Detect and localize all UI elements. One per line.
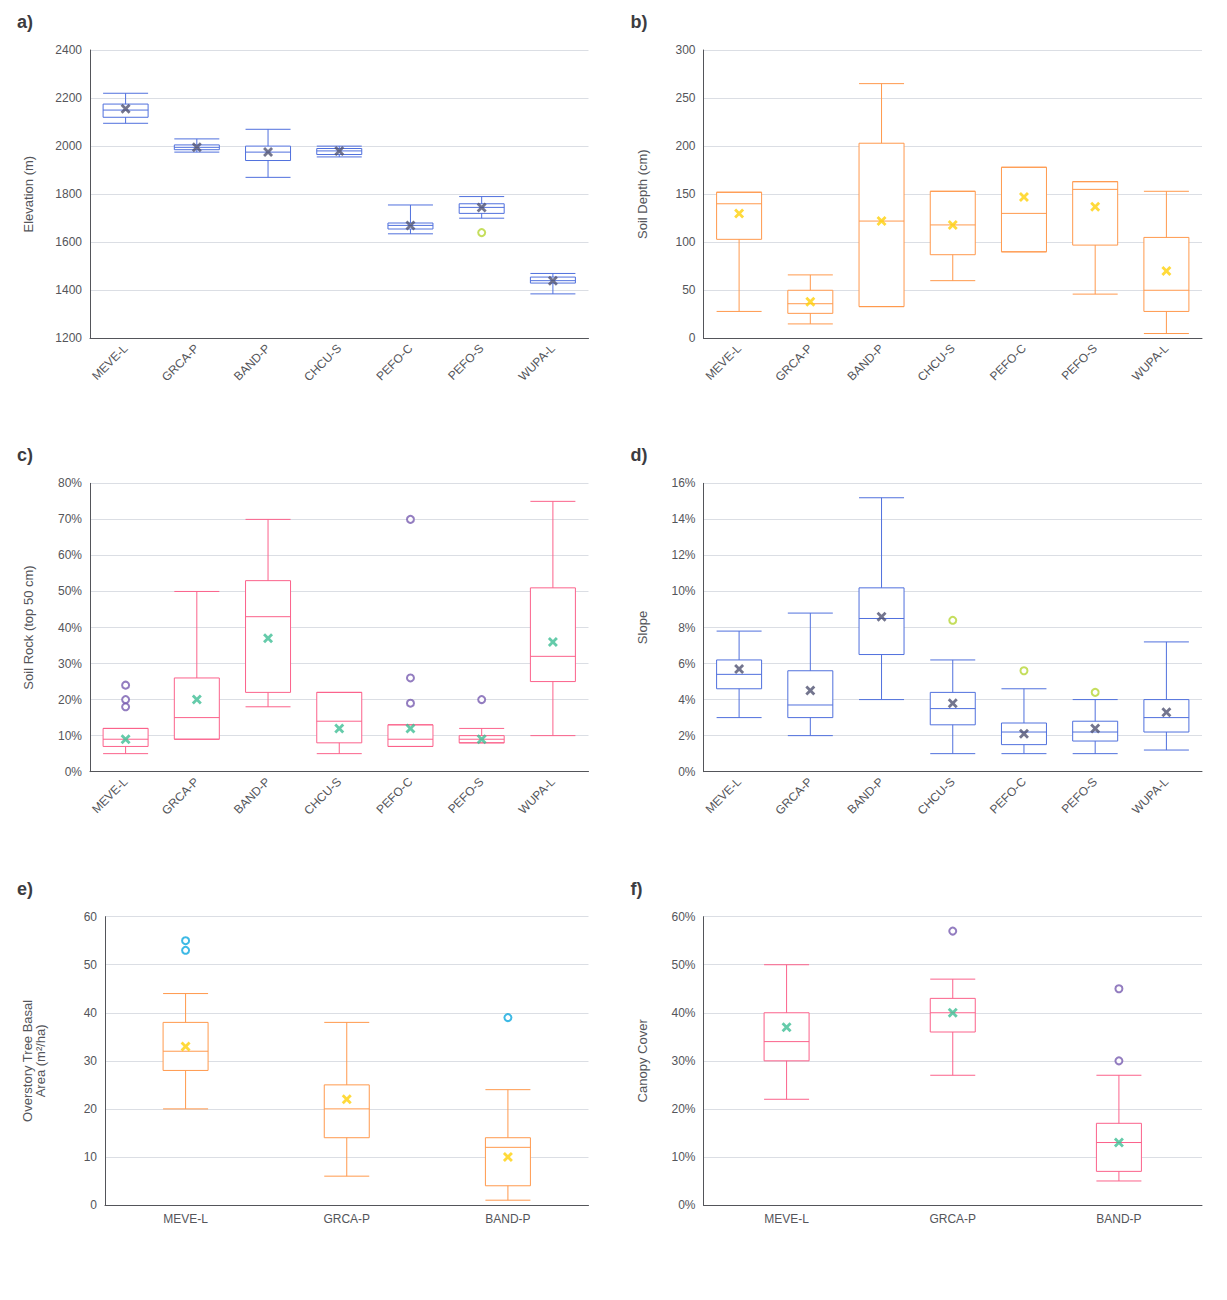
svg-text:30%: 30%: [58, 657, 82, 671]
svg-text:250: 250: [675, 91, 695, 105]
svg-text:PEFO-S: PEFO-S: [445, 341, 486, 382]
svg-text:8%: 8%: [678, 621, 696, 635]
svg-text:PEFO-S: PEFO-S: [1059, 341, 1100, 382]
svg-text:1200: 1200: [55, 331, 82, 345]
svg-text:2%: 2%: [678, 729, 696, 743]
svg-text:MEVE-L: MEVE-L: [703, 341, 745, 383]
svg-text:MEVE-L: MEVE-L: [89, 774, 131, 816]
svg-text:BAND-P: BAND-P: [1096, 1212, 1141, 1226]
svg-text:c): c): [17, 445, 33, 465]
svg-text:4%: 4%: [678, 693, 696, 707]
svg-text:GRCA-P: GRCA-P: [772, 775, 815, 818]
svg-text:14%: 14%: [671, 512, 695, 526]
svg-text:PEFO-C: PEFO-C: [987, 341, 1029, 383]
svg-text:PEFO-S: PEFO-S: [445, 775, 486, 816]
svg-text:GRCA-P: GRCA-P: [929, 1212, 976, 1226]
svg-text:CHCU-S: CHCU-S: [915, 775, 958, 818]
svg-text:MEVE-L: MEVE-L: [163, 1212, 208, 1226]
svg-text:150: 150: [675, 187, 695, 201]
svg-text:80%: 80%: [58, 476, 82, 490]
svg-text:BAND-P: BAND-P: [845, 341, 887, 383]
svg-text:GRCA-P: GRCA-P: [159, 775, 202, 818]
svg-text:12%: 12%: [671, 548, 695, 562]
svg-text:60%: 60%: [58, 548, 82, 562]
svg-text:2200: 2200: [55, 91, 82, 105]
svg-text:2000: 2000: [55, 139, 82, 153]
svg-text:CHCU-S: CHCU-S: [301, 775, 344, 818]
svg-text:WUPA-L: WUPA-L: [516, 341, 558, 383]
svg-text:50%: 50%: [58, 584, 82, 598]
svg-text:Soil Depth (cm): Soil Depth (cm): [635, 149, 650, 239]
svg-text:70%: 70%: [58, 512, 82, 526]
svg-text:BAND-P: BAND-P: [231, 341, 273, 383]
svg-text:MEVE-L: MEVE-L: [89, 341, 131, 383]
svg-text:1800: 1800: [55, 187, 82, 201]
svg-text:PEFO-C: PEFO-C: [373, 774, 415, 816]
svg-text:10%: 10%: [671, 1150, 695, 1164]
svg-text:CHCU-S: CHCU-S: [915, 341, 958, 384]
svg-text:10%: 10%: [671, 584, 695, 598]
svg-text:Slope: Slope: [635, 611, 650, 644]
svg-text:1400: 1400: [55, 283, 82, 297]
svg-text:30: 30: [84, 1054, 98, 1068]
svg-text:MEVE-L: MEVE-L: [764, 1212, 809, 1226]
svg-text:PEFO-C: PEFO-C: [373, 341, 415, 383]
svg-text:30%: 30%: [671, 1054, 695, 1068]
svg-text:f): f): [631, 879, 643, 899]
svg-text:BAND-P: BAND-P: [231, 775, 273, 817]
svg-text:WUPA-L: WUPA-L: [1129, 774, 1171, 816]
svg-text:a): a): [17, 12, 33, 32]
svg-text:GRCA-P: GRCA-P: [323, 1212, 370, 1226]
svg-text:WUPA-L: WUPA-L: [516, 774, 558, 816]
svg-text:0%: 0%: [65, 765, 83, 779]
svg-text:50: 50: [682, 283, 696, 297]
svg-text:GRCA-P: GRCA-P: [772, 341, 815, 384]
svg-text:0: 0: [90, 1198, 97, 1212]
svg-text:Soil Rock (top 50 cm): Soil Rock (top 50 cm): [21, 565, 36, 689]
svg-text:GRCA-P: GRCA-P: [159, 341, 202, 384]
svg-text:200: 200: [675, 139, 695, 153]
svg-text:40%: 40%: [671, 1006, 695, 1020]
svg-text:BAND-P: BAND-P: [845, 775, 887, 817]
svg-text:50%: 50%: [671, 958, 695, 972]
svg-text:300: 300: [675, 43, 695, 57]
svg-text:20: 20: [84, 1102, 98, 1116]
svg-text:e): e): [17, 879, 33, 899]
svg-text:MEVE-L: MEVE-L: [703, 774, 745, 816]
svg-text:WUPA-L: WUPA-L: [1129, 341, 1171, 383]
svg-text:0%: 0%: [678, 1198, 696, 1212]
svg-text:20%: 20%: [58, 693, 82, 707]
svg-text:b): b): [631, 12, 648, 32]
svg-text:0: 0: [689, 331, 696, 345]
svg-text:d): d): [631, 445, 648, 465]
svg-text:16%: 16%: [671, 476, 695, 490]
svg-text:50: 50: [84, 958, 98, 972]
svg-text:6%: 6%: [678, 657, 696, 671]
svg-text:Elevation (m): Elevation (m): [21, 156, 36, 233]
svg-text:40%: 40%: [58, 621, 82, 635]
svg-text:0%: 0%: [678, 765, 696, 779]
svg-text:1600: 1600: [55, 235, 82, 249]
svg-text:10%: 10%: [58, 729, 82, 743]
svg-text:PEFO-S: PEFO-S: [1059, 775, 1100, 816]
svg-text:60%: 60%: [671, 910, 695, 924]
svg-text:CHCU-S: CHCU-S: [301, 341, 344, 384]
svg-text:PEFO-C: PEFO-C: [987, 774, 1029, 816]
svg-text:20%: 20%: [671, 1102, 695, 1116]
svg-text:BAND-P: BAND-P: [485, 1212, 530, 1226]
svg-text:Overstory Tree Basal: Overstory Tree Basal: [20, 999, 35, 1122]
svg-text:Area (m²/ha): Area (m²/ha): [33, 1024, 48, 1097]
svg-text:2400: 2400: [55, 43, 82, 57]
svg-text:40: 40: [84, 1006, 98, 1020]
svg-text:10: 10: [84, 1150, 98, 1164]
svg-text:Canopy Cover: Canopy Cover: [635, 1019, 650, 1103]
svg-text:100: 100: [675, 235, 695, 249]
svg-text:60: 60: [84, 910, 98, 924]
